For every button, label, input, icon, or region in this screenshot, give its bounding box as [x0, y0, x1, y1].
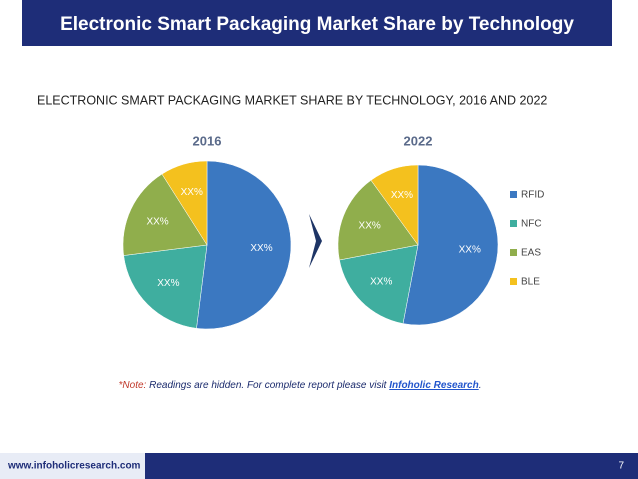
- data-label: XX%: [391, 190, 413, 201]
- page-number: 7: [618, 461, 624, 472]
- data-label: XX%: [370, 276, 392, 287]
- footer-left: [0, 453, 145, 479]
- chart-title: ELECTRONIC SMART PACKAGING MARKET SHARE …: [37, 93, 547, 107]
- legend-swatch: [510, 220, 517, 227]
- pie-title: 2016: [193, 133, 222, 148]
- legend-swatch: [510, 249, 517, 256]
- legend-label: RFID: [521, 190, 544, 201]
- pie-slice: [122, 173, 208, 256]
- legend-swatch: [510, 278, 517, 285]
- data-label: XX%: [146, 216, 168, 227]
- note-suffix: .: [478, 380, 482, 391]
- data-label: XX%: [459, 245, 481, 256]
- pie-slice: [196, 160, 292, 330]
- footer-bar: [145, 453, 638, 479]
- pie-slice: [339, 244, 419, 324]
- pie-title: 2022: [404, 133, 433, 148]
- pie-slice: [337, 179, 419, 261]
- pie-slice: [161, 160, 208, 246]
- legend-label: BLE: [521, 277, 540, 288]
- data-label: XX%: [359, 220, 381, 231]
- arrow: [309, 214, 322, 268]
- pie-slice: [402, 164, 499, 326]
- slide-title: Electronic Smart Packaging Market Share …: [60, 14, 574, 35]
- legend-label: NFC: [521, 219, 542, 230]
- legend-swatch: [510, 191, 517, 198]
- legend-label: EAS: [521, 248, 541, 259]
- note-text: Readings are hidden. For complete report…: [149, 380, 387, 391]
- note-link[interactable]: Infoholic Research: [389, 380, 479, 391]
- data-label: XX%: [157, 278, 179, 289]
- data-label: XX%: [181, 187, 203, 198]
- pie-slice: [123, 244, 208, 329]
- note: *Note: Readings are hidden. For complete…: [0, 380, 600, 391]
- pie-slice: [370, 164, 419, 246]
- title-bar: [22, 0, 612, 46]
- data-label: XX%: [250, 243, 272, 254]
- footer-url: www.infoholicresearch.com: [7, 461, 141, 472]
- note-prefix: *Note:: [118, 380, 147, 391]
